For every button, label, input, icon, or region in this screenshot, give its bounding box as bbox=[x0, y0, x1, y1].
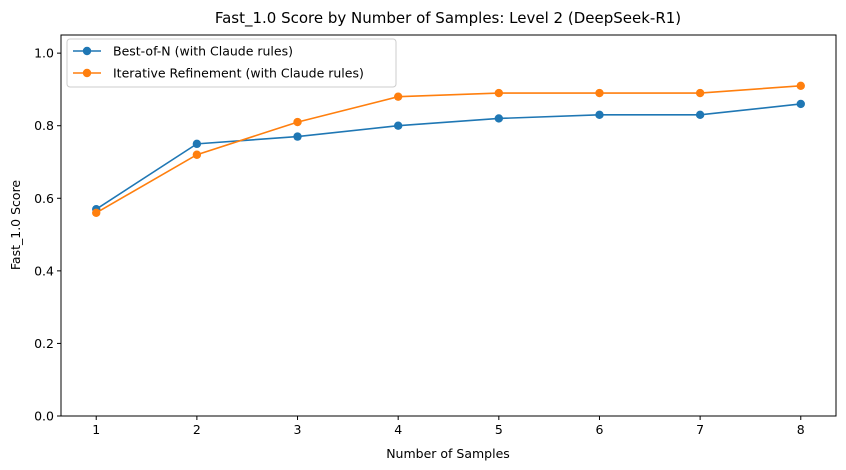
x-tick-label: 6 bbox=[595, 422, 603, 437]
data-point bbox=[192, 139, 202, 149]
x-tick-label: 1 bbox=[92, 422, 100, 437]
x-tick-label: 8 bbox=[797, 422, 805, 437]
x-tick-label: 3 bbox=[294, 422, 302, 437]
series-line-2 bbox=[95, 85, 801, 214]
data-point bbox=[494, 114, 504, 123]
data-point bbox=[595, 88, 604, 98]
y-tick-label: 0.8 bbox=[34, 118, 54, 133]
data-point bbox=[92, 208, 101, 217]
y-axis: 0.0 0.2 0.4 0.6 0.8 1.0 bbox=[34, 46, 61, 424]
data-point bbox=[796, 81, 805, 91]
legend-label: Best-of-N (with Claude rules) bbox=[113, 44, 293, 59]
legend-box bbox=[66, 38, 397, 88]
data-point bbox=[695, 88, 705, 98]
x-tick-label: 2 bbox=[193, 422, 201, 437]
x-axis-label: Number of Samples bbox=[386, 446, 510, 461]
series-line-1 bbox=[95, 103, 801, 210]
x-axis: 1 2 3 4 5 6 7 8 bbox=[92, 416, 805, 437]
y-tick-label: 1.0 bbox=[34, 46, 54, 61]
data-point bbox=[796, 99, 805, 109]
y-tick-label: 0.6 bbox=[34, 191, 54, 206]
x-tick-label: 5 bbox=[495, 422, 503, 437]
legend-label: Iterative Refinement (with Claude rules) bbox=[113, 66, 364, 81]
data-point bbox=[494, 88, 504, 98]
y-tick-label: 0.4 bbox=[34, 263, 54, 278]
legend-swatch-marker bbox=[82, 68, 92, 78]
data-point bbox=[695, 110, 705, 120]
y-tick-label: 0.0 bbox=[34, 409, 54, 424]
series-layer bbox=[92, 81, 805, 217]
plot-frame bbox=[60, 34, 837, 417]
y-axis-label: Fast_1.0 Score bbox=[8, 180, 23, 271]
data-point bbox=[293, 132, 302, 141]
x-tick-label: 7 bbox=[696, 422, 704, 437]
y-tick-label: 0.2 bbox=[34, 336, 54, 351]
data-point bbox=[595, 110, 604, 120]
legend-swatch-marker bbox=[82, 46, 92, 56]
chart-title: Fast_1.0 Score by Number of Samples: Lev… bbox=[215, 9, 681, 28]
x-tick-label: 4 bbox=[394, 422, 402, 437]
data-point bbox=[393, 121, 403, 130]
data-point bbox=[293, 117, 302, 127]
data-point bbox=[192, 150, 202, 159]
plot-area bbox=[60, 34, 837, 417]
legend: Best-of-N (with Claude rules) Iterative R… bbox=[66, 38, 397, 88]
data-point bbox=[393, 92, 403, 101]
